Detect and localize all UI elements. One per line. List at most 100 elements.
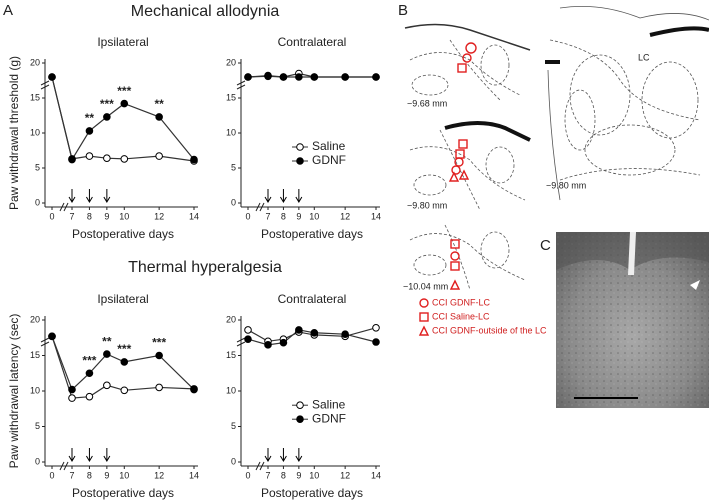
axis-break [255,461,261,471]
data-point [68,385,76,394]
chart-title: Ipsilateral [97,35,148,49]
x-tick-label: 14 [189,211,199,221]
atlas-level: −9.80 mm [546,180,586,190]
legend-marker [296,157,304,165]
data-point [103,381,111,390]
x-tick-label: 7 [69,211,74,221]
x-tick-label: 12 [154,470,164,480]
y-tick-label: 5 [231,421,236,431]
section-level: −10.04 mm [403,281,448,291]
treatment-arrowhead [85,455,93,462]
axis-break [63,202,69,212]
y-tick-label: 5 [231,162,236,172]
legend-label: GDNF [312,411,346,425]
data-point [190,155,198,164]
x-tick-label: 9 [296,470,301,480]
x-tick-label: 0 [245,211,250,221]
panel-label: B [398,2,408,19]
x-tick-label: 12 [340,211,350,221]
data-point [103,154,111,162]
atlas-label: LC [638,52,650,62]
data-point [120,358,129,366]
y-tick-label: 10 [30,127,40,137]
y-tick-label: 0 [231,456,236,466]
x-tick-label: 10 [119,211,129,221]
x-axis-label: Postoperative days [261,227,363,241]
data-point [48,73,56,81]
significance-label: *** [100,97,114,111]
axis-break [236,84,246,90]
data-point [279,73,288,81]
data-point [85,392,94,401]
x-tick-label: 12 [154,211,164,221]
data-point [85,152,94,160]
x-tick-label: 14 [189,470,199,480]
x-tick-label: 9 [104,470,109,480]
x-axis-label: Postoperative days [72,486,174,500]
data-point [310,328,319,337]
data-point [244,73,252,81]
data-point [295,73,303,81]
data-point [190,385,198,394]
section-title: Mechanical allodynia [131,3,280,20]
y-tick-label: 20 [30,314,40,324]
site-markers [418,42,477,336]
y-tick-label: 20 [226,57,236,67]
legend-label: CCI GDNF-LC [432,297,490,307]
axis-break [236,80,246,86]
data-point [310,73,319,81]
micrograph [556,232,709,408]
data-point [103,350,111,358]
legend-marker [296,143,304,151]
axis-break [59,202,65,212]
x-tick-label: 0 [49,211,54,221]
x-tick-label: 7 [265,211,270,221]
data-point [85,369,94,378]
y-tick-label: 0 [35,456,40,466]
x-tick-label: 8 [281,470,286,480]
axis-break [259,202,265,212]
data-point [155,383,163,392]
panel-label: A [3,2,13,19]
significance-label: ** [85,111,95,125]
x-tick-label: 8 [87,470,92,480]
data-point [264,71,272,80]
x-tick-label: 10 [309,211,319,221]
axis-break [59,461,65,471]
y-axis-label: Paw withdrawal latency (sec) [7,314,21,469]
treatment-arrowhead [68,455,76,462]
x-tick-label: 14 [371,470,381,480]
y-tick-label: 15 [30,92,40,102]
data-point [264,341,272,349]
y-tick-label: 0 [231,197,236,207]
x-tick-label: 9 [104,211,109,221]
significance-label: *** [152,336,166,350]
y-tick-label: 15 [226,350,236,360]
section-level: −9.80 mm [407,200,447,210]
section-title: Thermal hyperalgesia [128,259,282,276]
x-tick-label: 0 [245,470,250,480]
data-point [372,324,380,332]
x-axis-label: Postoperative days [72,227,174,241]
section-level: −9.68 mm [407,98,447,108]
x-tick-label: 12 [340,470,350,480]
y-tick-label: 10 [226,127,236,137]
panel-label: C [540,237,551,254]
x-tick-label: 8 [87,211,92,221]
data-point [120,99,129,108]
treatment-arrowhead [103,196,111,203]
x-tick-label: 8 [281,211,286,221]
axis-break [40,341,50,347]
legend-label: CCI GDNF-outside of the LC [432,325,547,335]
x-tick-label: 10 [309,470,319,480]
significance-label: ** [154,97,164,111]
y-tick-label: 0 [35,197,40,207]
y-tick-label: 10 [226,385,236,395]
x-tick-label: 0 [49,470,54,480]
y-tick-label: 5 [35,421,40,431]
axis-break [259,461,265,471]
data-point [68,394,76,402]
data-point [279,338,288,347]
